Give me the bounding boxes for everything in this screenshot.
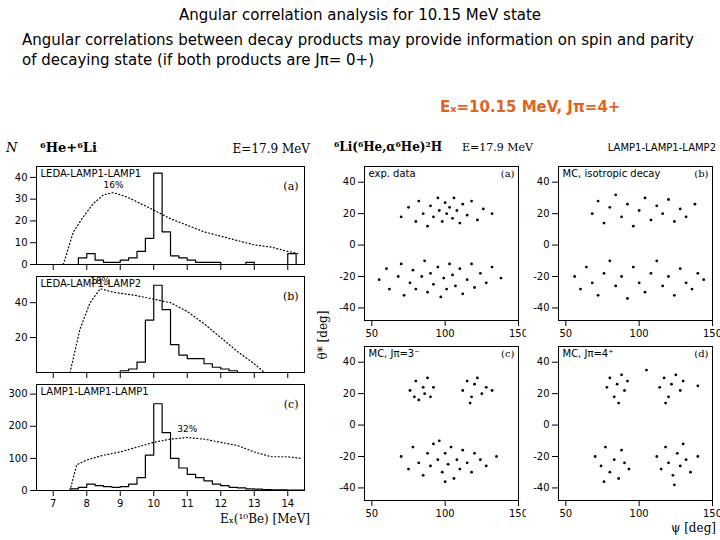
svg-text:-20: -20 <box>339 271 355 282</box>
svg-text:40: 40 <box>343 176 356 187</box>
svg-text:-20: -20 <box>533 271 549 282</box>
svg-text:(c): (c) <box>284 398 299 411</box>
svg-text:150: 150 <box>703 328 720 339</box>
svg-text:20: 20 <box>537 388 550 399</box>
svg-text:-20: -20 <box>533 451 549 462</box>
svg-text:0: 0 <box>21 259 27 270</box>
svg-text:150: 150 <box>509 508 526 519</box>
svg-text:40: 40 <box>343 356 356 367</box>
html-text:N: N <box>6 140 18 155</box>
svg-text:-40: -40 <box>339 302 355 313</box>
svg-text:-40: -40 <box>339 482 355 493</box>
svg-text:9: 9 <box>117 498 123 509</box>
svg-text:150: 150 <box>703 508 720 519</box>
svg-text:100: 100 <box>8 453 27 464</box>
svg-text:0: 0 <box>349 419 355 430</box>
html-text:Eₓ(¹⁰Be) [MeV]: Eₓ(¹⁰Be) [MeV] <box>220 512 310 526</box>
svg-text:30: 30 <box>15 193 28 204</box>
svg-text:150: 150 <box>509 328 526 339</box>
svg-text:(a): (a) <box>283 180 298 193</box>
svg-text:MC, Jπ=3⁻: MC, Jπ=3⁻ <box>369 348 420 359</box>
svg-text:7: 7 <box>50 498 56 509</box>
svg-text:0: 0 <box>349 239 355 250</box>
svg-text:20: 20 <box>537 208 550 219</box>
html-text:Eₓ=10.15 MeV, Jπ=4+: Eₓ=10.15 MeV, Jπ=4+ <box>440 98 621 116</box>
svg-text:0: 0 <box>543 239 549 250</box>
svg-text:20: 20 <box>343 208 356 219</box>
svg-text:(b): (b) <box>694 168 708 179</box>
html-text:ψ [deg]: ψ [deg] <box>670 521 716 535</box>
html-text:Angular correlations between d: Angular correlations between decay produ… <box>22 31 694 69</box>
svg-text:20: 20 <box>343 388 356 399</box>
svg-text:40: 40 <box>15 297 28 308</box>
svg-text:-20: -20 <box>339 451 355 462</box>
svg-text:14: 14 <box>281 498 294 509</box>
svg-text:10: 10 <box>15 237 28 248</box>
html-text:Angular correlation analysis f: Angular correlation analysis for 10.15 M… <box>178 6 542 24</box>
html-text:⁶Li(⁶He,α⁶He)²H: ⁶Li(⁶He,α⁶He)²H <box>334 140 443 154</box>
svg-text:MC, Jπ=4⁺: MC, Jπ=4⁺ <box>563 348 614 359</box>
svg-text:exp. data: exp. data <box>369 168 416 179</box>
svg-text:100: 100 <box>436 508 455 519</box>
svg-text:40: 40 <box>15 172 28 183</box>
html-text:LAMP1-LAMP1-LAMP2: LAMP1-LAMP1-LAMP2 <box>607 142 716 153</box>
svg-text:32%: 32% <box>177 424 197 434</box>
svg-text:(d): (d) <box>694 348 708 359</box>
svg-text:20: 20 <box>15 215 28 226</box>
svg-text:LEDA-LAMP1-LAMP1: LEDA-LAMP1-LAMP1 <box>41 168 142 179</box>
svg-text:300: 300 <box>8 388 27 399</box>
svg-text:(b): (b) <box>283 290 299 303</box>
html-text:⁶He+⁶Li: ⁶He+⁶Li <box>40 140 97 155</box>
svg-text:18%: 18% <box>90 276 110 286</box>
svg-text:11: 11 <box>181 498 194 509</box>
svg-text:(a): (a) <box>501 168 515 179</box>
html-text:θ* [deg]: θ* [deg] <box>316 310 330 360</box>
svg-text:LEDA-LAMP1-LAMP2: LEDA-LAMP1-LAMP2 <box>40 277 142 289</box>
svg-text:40: 40 <box>537 356 550 367</box>
svg-text:50: 50 <box>559 508 572 519</box>
svg-text:50: 50 <box>559 328 572 339</box>
svg-text:20: 20 <box>15 332 28 343</box>
svg-text:-40: -40 <box>533 482 549 493</box>
svg-text:13: 13 <box>248 498 261 509</box>
svg-text:-40: -40 <box>533 302 549 313</box>
html-text:E=17.9 MeV: E=17.9 MeV <box>462 141 533 154</box>
svg-text:MC, isotropic decay: MC, isotropic decay <box>563 168 661 179</box>
svg-text:50: 50 <box>365 328 378 339</box>
svg-text:40: 40 <box>537 176 550 187</box>
svg-text:8: 8 <box>84 498 90 509</box>
html-text:E=17.9 MeV: E=17.9 MeV <box>232 142 310 156</box>
svg-text:16%: 16% <box>104 180 124 190</box>
svg-text:100: 100 <box>630 508 649 519</box>
svg-text:100: 100 <box>630 328 649 339</box>
svg-text:0: 0 <box>21 485 27 496</box>
svg-text:100: 100 <box>436 328 455 339</box>
svg-text:LAMP1-LAMP1-LAMP1: LAMP1-LAMP1-LAMP1 <box>41 386 149 397</box>
svg-text:50: 50 <box>365 508 378 519</box>
svg-text:200: 200 <box>8 420 27 431</box>
svg-text:12: 12 <box>214 498 227 509</box>
svg-text:0: 0 <box>543 419 549 430</box>
svg-text:10: 10 <box>147 498 160 509</box>
svg-text:(c): (c) <box>501 348 515 359</box>
